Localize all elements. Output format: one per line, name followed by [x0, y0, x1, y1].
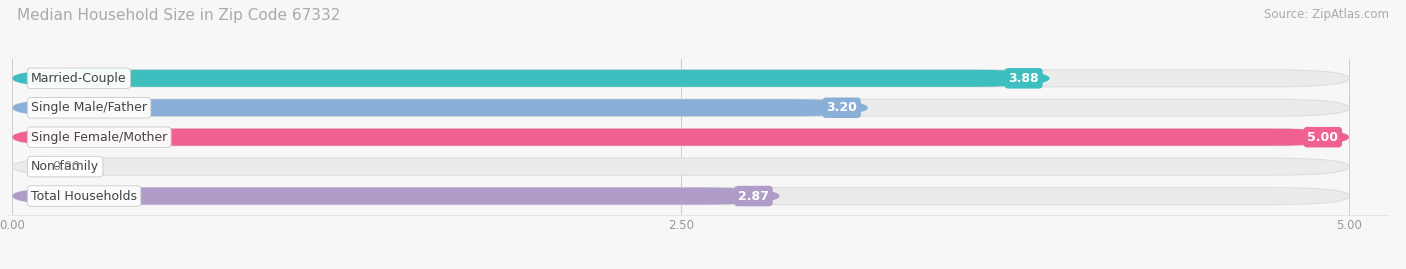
Text: Total Households: Total Households: [31, 190, 138, 203]
Text: 5.00: 5.00: [1308, 131, 1339, 144]
Text: Single Female/Mother: Single Female/Mother: [31, 131, 167, 144]
FancyBboxPatch shape: [13, 129, 1348, 146]
Text: Single Male/Father: Single Male/Father: [31, 101, 148, 114]
FancyBboxPatch shape: [13, 99, 1348, 116]
Text: Median Household Size in Zip Code 67332: Median Household Size in Zip Code 67332: [17, 8, 340, 23]
Text: 3.20: 3.20: [827, 101, 858, 114]
FancyBboxPatch shape: [13, 129, 1348, 146]
FancyBboxPatch shape: [13, 187, 1348, 205]
Text: 0.00: 0.00: [52, 160, 80, 173]
Text: 2.87: 2.87: [738, 190, 769, 203]
Text: Source: ZipAtlas.com: Source: ZipAtlas.com: [1264, 8, 1389, 21]
FancyBboxPatch shape: [13, 158, 1348, 175]
FancyBboxPatch shape: [13, 187, 779, 205]
FancyBboxPatch shape: [13, 70, 1348, 87]
Text: Married-Couple: Married-Couple: [31, 72, 127, 85]
FancyBboxPatch shape: [13, 70, 1050, 87]
Text: 3.88: 3.88: [1008, 72, 1039, 85]
FancyBboxPatch shape: [13, 99, 868, 116]
Text: Non-family: Non-family: [31, 160, 100, 173]
